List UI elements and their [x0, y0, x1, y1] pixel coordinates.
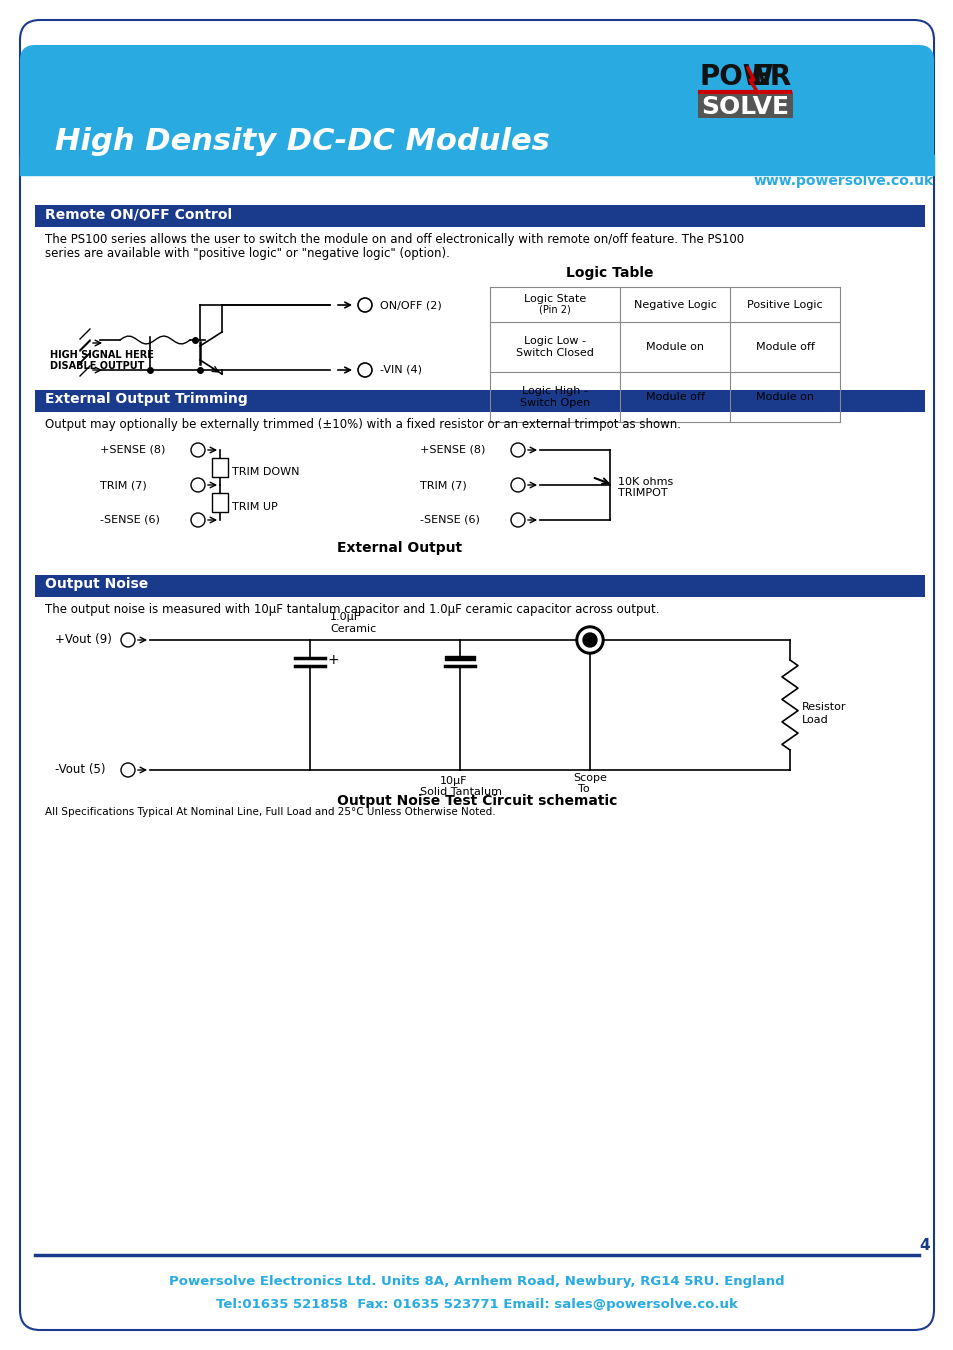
- Bar: [35, 205, 924, 227]
- Text: 1.0μF: 1.0μF: [330, 612, 361, 622]
- Text: DISABLE OUTPUT: DISABLE OUTPUT: [50, 360, 144, 371]
- Text: TRIM (7): TRIM (7): [100, 481, 147, 490]
- Circle shape: [121, 763, 135, 778]
- Text: -Vout (5): -Vout (5): [55, 764, 106, 776]
- Text: Load: Load: [801, 716, 828, 725]
- Text: Module on: Module on: [645, 342, 703, 352]
- Text: TRIMPOT: TRIMPOT: [618, 487, 667, 498]
- Text: The PS100 series allows the user to switch the module on and off electronically : The PS100 series allows the user to swit…: [45, 234, 743, 246]
- Text: Resistor: Resistor: [801, 702, 845, 711]
- Text: Negative Logic: Negative Logic: [633, 300, 716, 309]
- Text: TRIM UP: TRIM UP: [232, 502, 277, 512]
- Circle shape: [511, 513, 524, 526]
- Bar: [698, 92, 792, 117]
- Text: Output may optionally be externally trimmed (±10%) with a fixed resistor or an e: Output may optionally be externally trim…: [45, 418, 680, 431]
- Text: Output Noise Test Circuit schematic: Output Noise Test Circuit schematic: [336, 794, 617, 809]
- Text: -SENSE (6): -SENSE (6): [419, 514, 479, 525]
- Text: TRIM DOWN: TRIM DOWN: [232, 467, 299, 477]
- Circle shape: [191, 443, 205, 458]
- Text: -SENSE (6): -SENSE (6): [100, 514, 160, 525]
- Text: www.powersolve.co.uk: www.powersolve.co.uk: [753, 174, 933, 188]
- Text: Logic State: Logic State: [523, 294, 585, 305]
- Text: Logic Low -: Logic Low -: [523, 336, 585, 346]
- Text: High Density DC-DC Modules: High Density DC-DC Modules: [55, 127, 549, 157]
- Text: ON/OFF (2): ON/OFF (2): [379, 300, 441, 310]
- Text: 10μF: 10μF: [439, 776, 467, 786]
- Text: Ceramic: Ceramic: [330, 624, 375, 634]
- Text: series are available with "positive logic" or "negative logic" (option).: series are available with "positive logi…: [45, 247, 450, 261]
- Text: HIGH SIGNAL HERE: HIGH SIGNAL HERE: [50, 350, 153, 360]
- Circle shape: [357, 363, 372, 377]
- Circle shape: [582, 633, 597, 647]
- Text: 10K ohms: 10K ohms: [618, 477, 673, 487]
- Text: Logic High -: Logic High -: [521, 386, 587, 396]
- Text: Positive Logic: Positive Logic: [746, 300, 821, 309]
- Text: Solid Tantalum: Solid Tantalum: [419, 787, 501, 796]
- Text: Output Noise: Output Noise: [45, 576, 148, 591]
- Text: Remote ON/OFF Control: Remote ON/OFF Control: [45, 207, 232, 221]
- FancyBboxPatch shape: [20, 45, 933, 176]
- Bar: [212, 493, 228, 512]
- Text: +Vout (9): +Vout (9): [55, 633, 112, 647]
- Text: To: To: [578, 784, 589, 794]
- Text: 4: 4: [919, 1238, 929, 1253]
- Bar: [212, 458, 228, 477]
- Text: Module off: Module off: [645, 392, 703, 402]
- Text: +: +: [328, 653, 339, 667]
- Text: Module on: Module on: [755, 392, 813, 402]
- Text: The output noise is measured with 10μF tantalum capacitor and 1.0μF ceramic capa: The output noise is measured with 10μF t…: [45, 603, 659, 616]
- Text: POW: POW: [700, 63, 774, 90]
- Circle shape: [191, 478, 205, 491]
- Text: Switch Closed: Switch Closed: [516, 348, 594, 358]
- Text: Switch Open: Switch Open: [519, 398, 590, 408]
- Text: ER: ER: [751, 63, 791, 90]
- Text: -VIN (4): -VIN (4): [379, 364, 421, 375]
- Circle shape: [511, 478, 524, 491]
- FancyBboxPatch shape: [20, 20, 933, 1330]
- Circle shape: [511, 443, 524, 458]
- Text: Tel:01635 521858  Fax: 01635 523771 Email: sales@powersolve.co.uk: Tel:01635 521858 Fax: 01635 523771 Email…: [215, 1297, 738, 1311]
- Text: +SENSE (8): +SENSE (8): [100, 446, 165, 455]
- Text: SOLVE: SOLVE: [700, 95, 788, 119]
- Circle shape: [578, 629, 600, 651]
- Text: Scope: Scope: [573, 774, 606, 783]
- Text: TRIM (7): TRIM (7): [419, 481, 466, 490]
- Text: All Specifications Typical At Nominal Line, Full Load and 25°C Unless Otherwise : All Specifications Typical At Nominal Li…: [45, 807, 496, 817]
- Text: (Pin 2): (Pin 2): [538, 305, 570, 315]
- Text: Module off: Module off: [755, 342, 814, 352]
- Text: External Output Trimming: External Output Trimming: [45, 392, 248, 406]
- Bar: [35, 575, 924, 597]
- Text: Logic Table: Logic Table: [566, 266, 653, 279]
- Circle shape: [576, 626, 603, 653]
- Circle shape: [121, 633, 135, 647]
- Text: Powersolve Electronics Ltd. Units 8A, Arnhem Road, Newbury, RG14 5RU. England: Powersolve Electronics Ltd. Units 8A, Ar…: [169, 1274, 784, 1288]
- Circle shape: [357, 298, 372, 312]
- Circle shape: [191, 513, 205, 526]
- Text: External Output: External Output: [337, 541, 462, 555]
- Text: +SENSE (8): +SENSE (8): [419, 446, 485, 455]
- Bar: [35, 390, 924, 412]
